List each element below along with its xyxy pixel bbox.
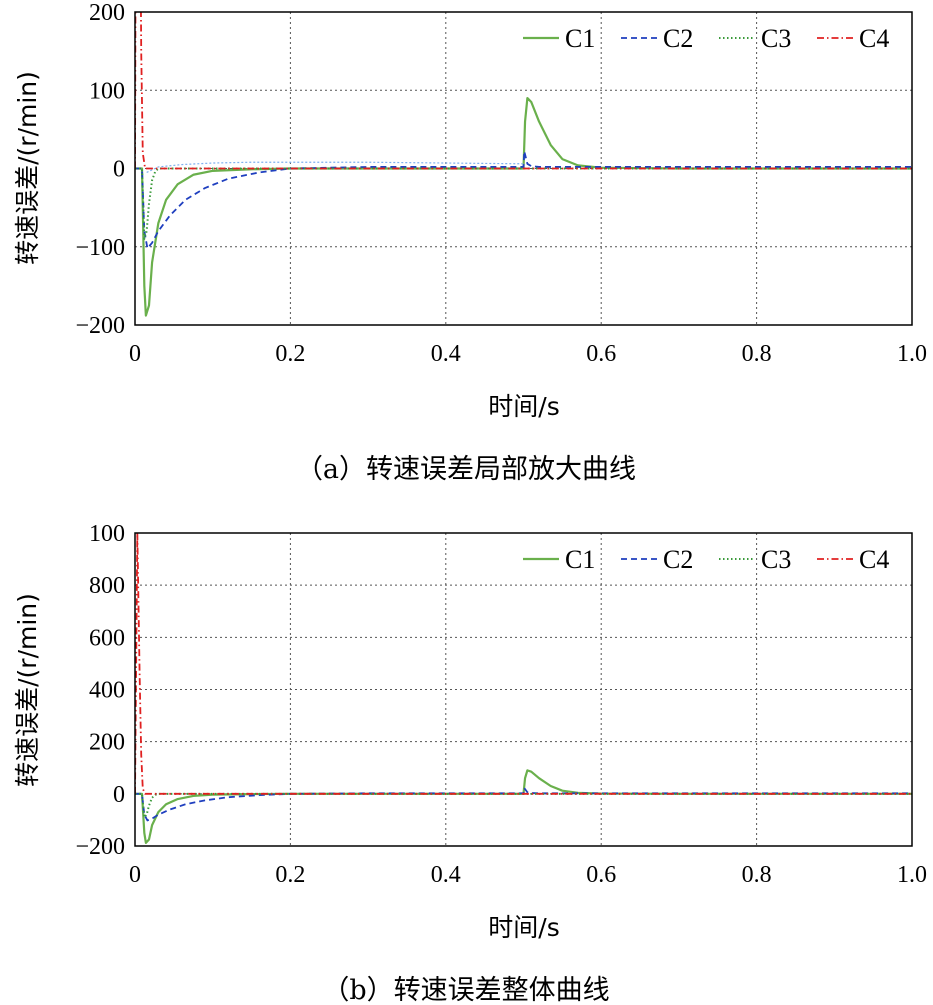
x-tick-label: 0.4	[431, 341, 461, 367]
y-tick-label: 0	[113, 782, 125, 808]
panel-b-plot-area	[135, 533, 912, 844]
panel-a-caption: （a）转速误差局部放大曲线	[296, 454, 636, 485]
y-tick-label: 200	[89, 0, 125, 26]
x-tick-label: 0.4	[431, 862, 461, 888]
series-line-c1	[135, 769, 912, 844]
panel-b-legend: C1 C2 C3 C4	[523, 545, 889, 574]
y-tick-label: −200	[75, 313, 125, 339]
legend-label-c3: C3	[761, 545, 791, 574]
legend-label-c1: C1	[565, 545, 595, 574]
y-tick-label: 600	[89, 625, 125, 651]
x-tick-label: 0.8	[742, 341, 772, 367]
x-tick-label: 0	[129, 341, 141, 367]
x-tick-label: 0	[129, 862, 141, 888]
panel-a-plot-area	[135, 12, 912, 317]
panel-b-y-ticks: 100 800 600 400 200 0 −200	[75, 521, 125, 860]
panel-b-y-axis-title: 转速误差/(r/min)	[13, 593, 42, 787]
panel-b-x-ticks: 0 0.2 0.4 0.6 0.8 1.0	[129, 862, 927, 888]
x-tick-label: 0.6	[586, 341, 616, 367]
y-tick-label: 0	[113, 157, 125, 183]
series-line-c2	[135, 787, 912, 822]
series-line-c4	[135, 12, 912, 170]
legend-label-c2: C2	[663, 24, 693, 53]
legend-label-c1: C1	[565, 24, 595, 53]
y-tick-label: 100	[89, 78, 125, 104]
y-tick-label: 100	[89, 521, 125, 547]
x-tick-label: 0.8	[742, 862, 772, 888]
y-tick-label: 800	[89, 573, 125, 599]
series-line-c4	[135, 533, 912, 795]
y-tick-label: 400	[89, 678, 125, 704]
panel-a-x-ticks: 0 0.2 0.4 0.6 0.8 1.0	[129, 341, 927, 367]
legend-label-c4: C4	[859, 24, 889, 53]
series-line-c1	[135, 96, 912, 317]
panel-b-caption: （b）转速误差整体曲线	[322, 975, 609, 1005]
panel-b-grid	[135, 533, 912, 846]
legend-label-c3: C3	[761, 24, 791, 53]
series-line-c2	[135, 150, 912, 250]
panel-a-y-axis-title: 转速误差/(r/min)	[13, 71, 42, 265]
legend-label-c4: C4	[859, 545, 889, 574]
x-tick-label: 0.2	[275, 341, 305, 367]
y-tick-label: −200	[75, 834, 125, 860]
series-line-c3	[135, 167, 912, 240]
x-tick-label: 1.0	[897, 341, 927, 367]
panel-b-x-axis-title: 时间/s	[488, 913, 559, 942]
panel-a-x-axis-title: 时间/s	[488, 392, 559, 421]
panel-b-frame	[134, 532, 913, 847]
legend-label-c2: C2	[663, 545, 693, 574]
panel-a-y-ticks: 200 100 0 −100 −200	[75, 0, 125, 339]
x-tick-label: 1.0	[897, 862, 927, 888]
panel-a-frame	[134, 11, 913, 326]
panel-a: 200 100 0 −100 −200 0 0.2 0.4 0.6 0.8 1.0 时间/s 转速…	[13, 0, 927, 485]
x-tick-label: 0.6	[586, 862, 616, 888]
series-line-c2-tail	[146, 161, 524, 173]
panel-a-legend: C1 C2 C3 C4	[523, 24, 889, 53]
x-tick-label: 0.2	[275, 862, 305, 888]
y-tick-label: −100	[75, 235, 125, 261]
y-tick-label: 200	[89, 730, 125, 756]
series-line-c3	[135, 792, 912, 819]
